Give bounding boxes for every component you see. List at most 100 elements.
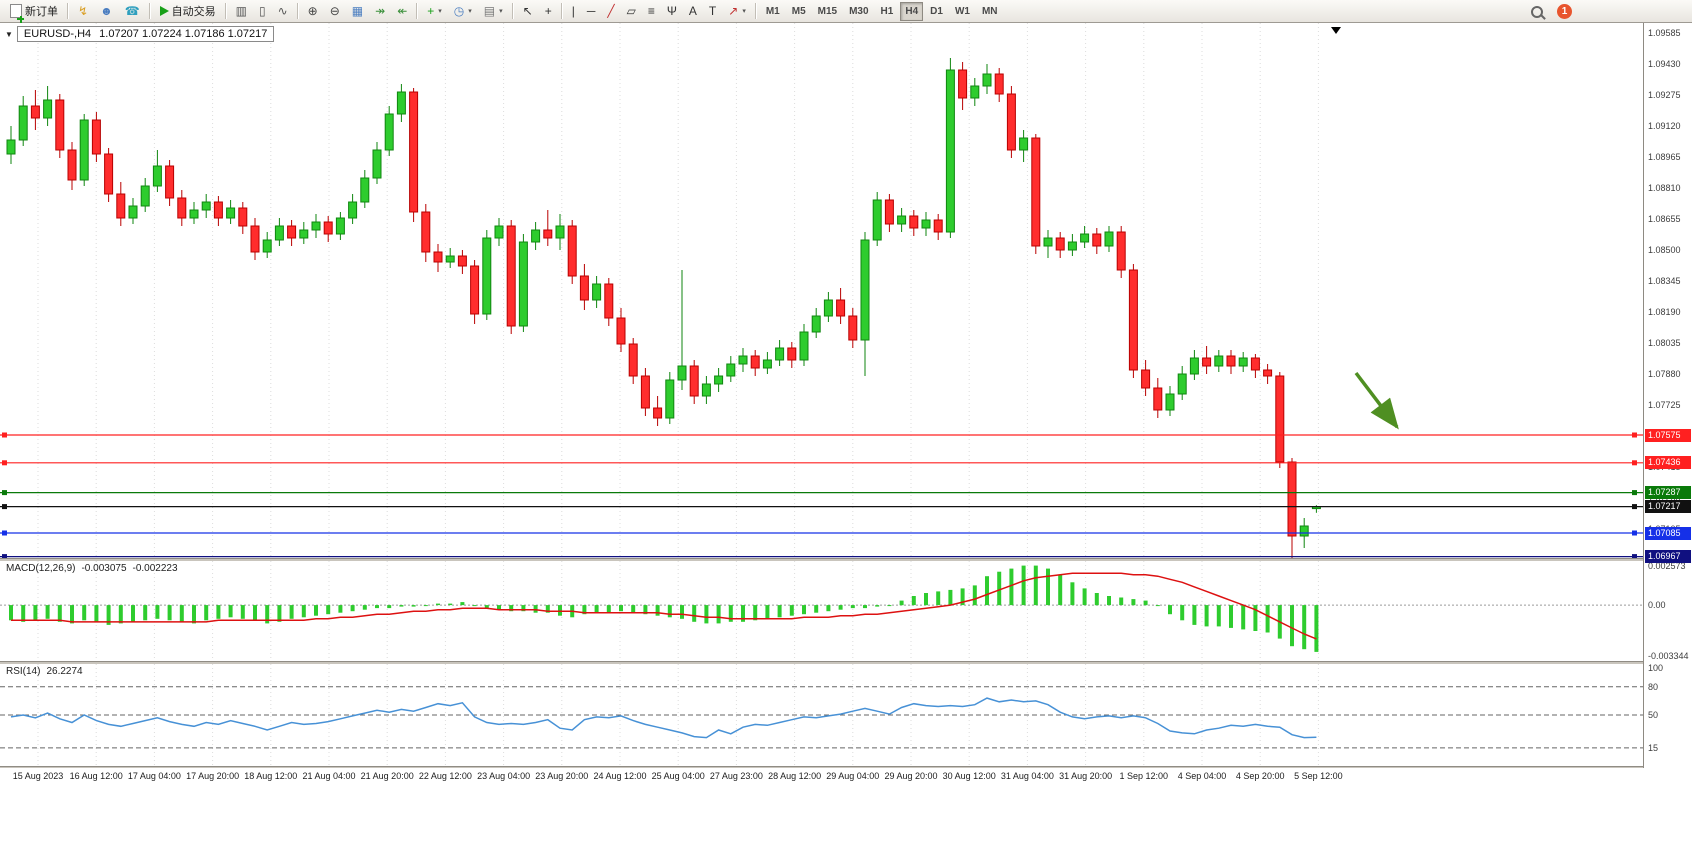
horizontal-line-button[interactable]: ─ [582, 2, 601, 21]
macd-bar [814, 605, 819, 613]
candle [653, 407, 663, 419]
line-handle[interactable] [2, 490, 7, 496]
line-handle[interactable] [1632, 530, 1637, 536]
annotation-arrow[interactable] [1354, 371, 1399, 430]
arrow-icon: ↗ [728, 4, 739, 18]
fibonacci-button[interactable]: ≡ [643, 2, 660, 21]
search-button[interactable] [1526, 2, 1548, 21]
pitchfork-button[interactable]: Ψ [662, 2, 682, 21]
candlestick-button[interactable]: ▯ [254, 2, 271, 21]
macd-bar [131, 605, 135, 622]
main-chart-panel[interactable]: ▼ EURUSD-,H4 1.07207 1.07224 1.07186 1.0… [0, 23, 1643, 558]
line-handle[interactable] [2, 530, 7, 536]
text-label-button[interactable]: T [704, 2, 721, 21]
vertical-line-button[interactable]: | [567, 2, 580, 21]
candlestick-chart[interactable] [0, 23, 1643, 558]
candle [1153, 387, 1163, 411]
macd-panel[interactable]: MACD(12,26,9) -0.003075 -0.002223 [0, 561, 1643, 661]
tile-windows-button[interactable]: ▦ [347, 2, 368, 21]
macd-chart[interactable] [0, 561, 1643, 661]
cursor-button[interactable]: ↖ [518, 2, 538, 21]
periods-button[interactable]: ◷ ▾ [449, 2, 477, 21]
new-order-button[interactable]: 新订单 [5, 2, 63, 23]
candle [238, 207, 248, 227]
macd-bar [179, 605, 184, 622]
time-label: 21 Aug 04:00 [302, 771, 356, 781]
line-handle[interactable] [2, 554, 7, 558]
tf-m30-button[interactable]: M30 [844, 2, 873, 21]
tf-d1-button-label: D1 [930, 5, 943, 17]
macd-bar [911, 596, 916, 606]
chart-shift-marker[interactable] [1331, 27, 1341, 34]
candle [152, 165, 162, 187]
macd-main-value: -0.003075 [81, 563, 127, 574]
crosshair-button[interactable]: + [540, 2, 557, 21]
templates-button[interactable]: ▤ ▾ [479, 2, 508, 21]
line-chart-button[interactable]: ∿ [273, 2, 293, 21]
time-label: 22 Aug 12:00 [418, 771, 472, 781]
line-handle[interactable] [1632, 554, 1637, 558]
rsi-chart[interactable] [0, 664, 1643, 766]
candle [348, 201, 358, 219]
line-handle[interactable] [2, 432, 7, 438]
line-handle[interactable] [2, 460, 7, 466]
rsi-panel[interactable]: RSI(14) 26.2274 [0, 664, 1643, 766]
text-button[interactable]: A [684, 2, 702, 21]
indicators-button[interactable]: + ▾ [422, 2, 447, 21]
time-label: 24 Aug 12:00 [593, 771, 647, 781]
support-button[interactable]: ☎ [120, 2, 145, 21]
candle [470, 265, 480, 315]
macd-bar [1204, 605, 1209, 627]
tf-w1-button[interactable]: W1 [950, 2, 975, 21]
line-handle[interactable] [1632, 460, 1637, 466]
profile-button[interactable]: ☻ [95, 2, 118, 21]
bar-chart-button[interactable]: ▥ [231, 2, 252, 21]
candle [287, 225, 297, 239]
price-label: 1.09275 [1648, 90, 1681, 100]
lightning-icon: ↯ [78, 4, 89, 18]
candlestick-icon: ▯ [259, 4, 266, 18]
candle [43, 99, 53, 119]
zoom-in-icon: ⊕ [307, 4, 318, 18]
zoom-out-button[interactable]: ⊖ [325, 2, 345, 21]
line-handle[interactable] [1632, 490, 1637, 496]
time-axis[interactable]: 15 Aug 2023 16 Aug 12:00 17 Aug 04:00 17 Au… [0, 769, 1643, 787]
macd-bar [33, 605, 38, 621]
candle [714, 375, 724, 385]
tf-h4-button[interactable]: H4 [900, 1, 924, 21]
play-icon [159, 6, 169, 16]
tf-h1-button[interactable]: H1 [876, 2, 899, 21]
tf-m1-button[interactable]: M1 [761, 2, 785, 21]
panel-splitter[interactable] [0, 661, 1692, 664]
line-handle[interactable] [2, 504, 7, 510]
price-label: 1.08500 [1648, 245, 1681, 255]
candle [579, 275, 589, 301]
tf-m5-button[interactable]: M5 [787, 2, 811, 21]
notification-badge[interactable]: 1 [1557, 4, 1572, 19]
panel-splitter[interactable] [0, 558, 1692, 561]
auto-scroll-button[interactable]: ↠ [370, 2, 390, 21]
candle [1189, 357, 1199, 375]
candle [262, 239, 272, 253]
auto-trading-button-label: 自动交易 [171, 6, 216, 18]
mql-button[interactable]: ↯ [73, 2, 93, 21]
zoom-in-button[interactable]: ⊕ [303, 2, 323, 21]
arrows-button[interactable]: ↗ ▾ [723, 2, 751, 21]
chart-shift-icon: ↞ [397, 4, 408, 18]
line-handle[interactable] [1632, 504, 1637, 510]
expand-triangle-icon[interactable]: ▼ [5, 29, 13, 39]
auto-trading-button[interactable]: 自动交易 [155, 2, 221, 21]
trendline-button[interactable]: ╱ [602, 2, 619, 21]
price-axis[interactable]: 1.09585 1.09430 1.09275 1.09120 1.08965 1.088… [1643, 23, 1692, 768]
macd-bar [192, 605, 196, 624]
macd-bar [765, 605, 770, 619]
candle [140, 185, 150, 207]
chart-shift-button[interactable]: ↞ [392, 2, 412, 21]
channel-button[interactable]: ▱ [622, 2, 641, 21]
tf-mn-button[interactable]: MN [977, 2, 1003, 21]
line-handle[interactable] [1632, 432, 1637, 438]
tf-m30-button-label: M30 [849, 5, 869, 17]
panel-splitter[interactable] [0, 766, 1692, 768]
tf-m15-button[interactable]: M15 [813, 2, 842, 21]
tf-d1-button[interactable]: D1 [925, 2, 948, 21]
